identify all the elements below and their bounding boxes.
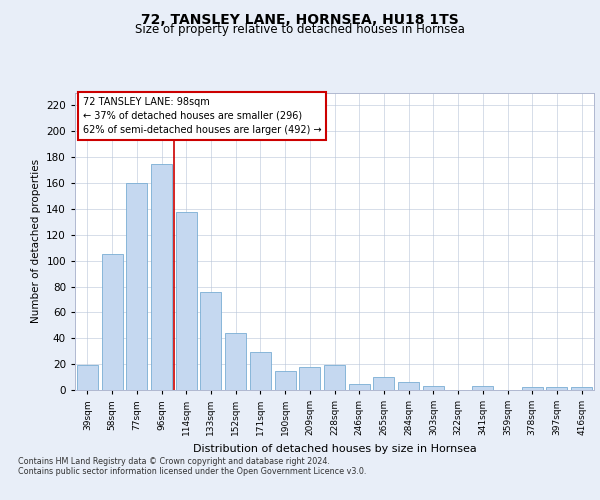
Text: Contains HM Land Registry data © Crown copyright and database right 2024.: Contains HM Land Registry data © Crown c…	[18, 458, 330, 466]
Bar	[77, 366, 98, 390]
Bar	[472, 386, 493, 390]
Text: Contains public sector information licensed under the Open Government Licence v3: Contains public sector information licen…	[18, 468, 367, 476]
Bar	[547, 388, 568, 390]
Bar	[126, 183, 147, 390]
X-axis label: Distribution of detached houses by size in Hornsea: Distribution of detached houses by size …	[193, 444, 476, 454]
Y-axis label: Number of detached properties: Number of detached properties	[31, 159, 41, 324]
Bar	[225, 333, 246, 390]
Bar	[423, 386, 444, 390]
Text: 72 TANSLEY LANE: 98sqm
← 37% of detached houses are smaller (296)
62% of semi-de: 72 TANSLEY LANE: 98sqm ← 37% of detached…	[83, 97, 322, 135]
Bar	[151, 164, 172, 390]
Bar	[101, 254, 122, 390]
Bar	[324, 366, 345, 390]
Text: 72, TANSLEY LANE, HORNSEA, HU18 1TS: 72, TANSLEY LANE, HORNSEA, HU18 1TS	[141, 12, 459, 26]
Bar	[571, 388, 592, 390]
Bar	[250, 352, 271, 390]
Bar	[299, 366, 320, 390]
Bar	[522, 388, 543, 390]
Bar	[200, 292, 221, 390]
Bar	[398, 382, 419, 390]
Bar	[373, 377, 394, 390]
Bar	[176, 212, 197, 390]
Bar	[275, 370, 296, 390]
Text: Size of property relative to detached houses in Hornsea: Size of property relative to detached ho…	[135, 22, 465, 36]
Bar	[349, 384, 370, 390]
